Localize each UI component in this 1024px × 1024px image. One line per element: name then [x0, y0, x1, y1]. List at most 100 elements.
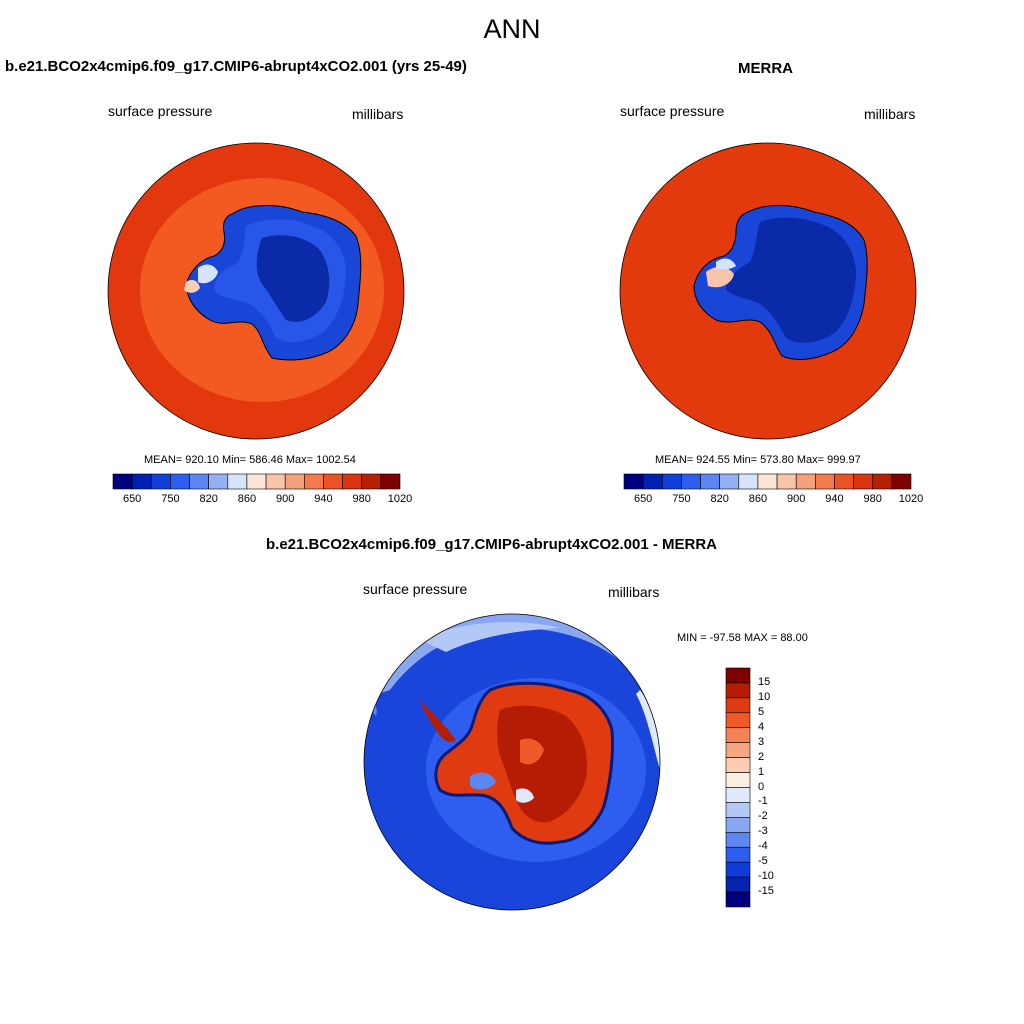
panel-3-colorbar-tick-label: -4 [758, 840, 768, 853]
panel-2-colorbar-box [738, 473, 759, 490]
panel-3-colorbar-tick-label: 4 [758, 720, 765, 733]
panel-3-colorbar-tick-label: 1 [758, 765, 765, 778]
panel-2-colorbar-tick-label: 980 [863, 493, 882, 505]
panel-2-colorbar-box [661, 473, 682, 490]
panel-2-colorbar-tick-label: 940 [825, 493, 844, 505]
panel-1-units-label: millibars [352, 106, 404, 122]
panel-1-colorbar-box [170, 473, 190, 490]
panel-3-colorbar-box [725, 727, 751, 743]
panel-1-colorbar-tick-label: 980 [352, 493, 371, 505]
panel-3-colorbar-box [725, 712, 751, 729]
panel-2-colorbar-box [795, 473, 816, 490]
panel-3-units-label: millibars [608, 584, 660, 600]
panel-3-colorbar-box [725, 787, 751, 803]
panel-1-colorbar-tick-label: 940 [314, 493, 333, 505]
figure-title: ANN [483, 14, 541, 44]
panel-3-title: b.e21.BCO2x4cmip6.f09_g17.CMIP6-abrupt4x… [266, 536, 717, 553]
panel-2-colorbar-box [891, 473, 912, 490]
panel-2-colorbar-box [719, 473, 740, 490]
panel-1-colorbar-box [342, 473, 363, 490]
panel-3-colorbar-tick-label: -5 [758, 855, 768, 868]
panel-3-colorbar-box [725, 757, 751, 773]
panel-3-variable-label: surface pressure [363, 581, 468, 597]
panel-2-units-label: millibars [864, 106, 916, 122]
panel-3-colorbar-box [725, 802, 751, 818]
panel-2-colorbar-box [853, 473, 874, 490]
panel-3-colorbar-tick-label: -15 [758, 885, 774, 898]
panel-3-colorbar-tick-label: 15 [758, 675, 771, 688]
panel-2-colorbar-box [700, 473, 720, 490]
panel-2-colorbar-box [815, 473, 835, 490]
panel-3-stats: MIN = -97.58 MAX = 88.00 [677, 632, 808, 644]
panel-1-colorbar-box [284, 473, 305, 490]
panel-3-colorbar-tick-label: -10 [758, 870, 774, 883]
panel-3-colorbar-tick-label: 0 [758, 780, 765, 793]
panel-1-map [108, 143, 404, 439]
panel-1-colorbar-box [208, 473, 229, 490]
panel-1-colorbar-box [265, 473, 286, 490]
panel-2-colorbar-box [872, 473, 893, 490]
panel-3-colorbar-box [725, 876, 751, 893]
panel-2-colorbar-box [642, 473, 663, 490]
panel-1-colorbar-tick-label: 860 [237, 493, 257, 505]
panel-3-map-border [363, 613, 661, 911]
panel-1-colorbar-tick-label: 1020 [387, 493, 413, 505]
panel-2-colorbar-tick-label: 820 [710, 493, 729, 505]
panel-2-stats: MEAN= 924.55 Min= 573.80 Max= 999.97 [655, 454, 861, 466]
panel-1-stats: MEAN= 920.10 Min= 586.46 Max= 1002.54 [144, 454, 356, 466]
panel-1-colorbar-box [112, 473, 133, 490]
panel-3-colorbar [725, 667, 751, 908]
panel-3-colorbar-box [725, 742, 751, 758]
panel-1-colorbar-box [246, 473, 267, 490]
panel-2-map-border [619, 142, 917, 440]
panel-3-colorbar-tick-label: 2 [758, 750, 765, 763]
panel-3-colorbar-tick-label: -2 [758, 810, 768, 823]
panel-3-colorbar-box [725, 891, 751, 908]
panel-1-title: b.e21.BCO2x4cmip6.f09_g17.CMIP6-abrupt4x… [5, 58, 467, 75]
panel-3-colorbar-box [725, 682, 751, 699]
panel-1-colorbar-box [323, 473, 343, 490]
panel-1-colorbar-box [361, 473, 382, 490]
panel-3-colorbar-box [725, 846, 751, 863]
panel-3-colorbar-box [725, 697, 751, 714]
panel-2-colorbar-tick-label: 1020 [898, 493, 924, 505]
panel-2-colorbar-box [623, 473, 644, 490]
panel-1-colorbar-tick-label: 900 [276, 493, 295, 505]
panel-2-colorbar-box [757, 473, 778, 490]
panel-3-colorbar-box [725, 667, 751, 684]
panel-2-colorbar-box [834, 473, 854, 490]
panel-2-variable-label: surface pressure [620, 103, 725, 119]
panel-2-colorbar-box [776, 473, 797, 490]
panel-2-colorbar [623, 473, 912, 490]
panel-3-colorbar-tick-label: 3 [758, 735, 765, 748]
panel-1-colorbar-box [227, 473, 248, 490]
panel-2-map [620, 143, 916, 439]
panel-2-colorbar-box [681, 473, 701, 490]
panel-1-colorbar-box [380, 473, 401, 490]
panel-3-map [364, 614, 660, 910]
panel-1-colorbar-box [304, 473, 324, 490]
panel-1-colorbar [112, 473, 401, 490]
panel-1-colorbar-box [150, 473, 171, 490]
panel-3-colorbar-box [725, 817, 751, 833]
panel-2-colorbar-tick-label: 650 [633, 493, 653, 505]
panel-1-map-border [107, 142, 405, 440]
panel-3-colorbar-tick-label: 10 [758, 690, 771, 703]
panel-1-colorbar-tick-label: 750 [161, 493, 180, 505]
panel-3-colorbar-box [725, 861, 751, 878]
panel-1-variable-label: surface pressure [108, 103, 213, 119]
panel-1-colorbar-tick-label: 650 [122, 493, 142, 505]
panel-2-colorbar-tick-label: 900 [787, 493, 806, 505]
panel-2-colorbar-tick-label: 750 [672, 493, 691, 505]
panel-3-colorbar-box [725, 772, 751, 788]
panel-2-colorbar-tick-label: 860 [748, 493, 768, 505]
panel-3-colorbar-tick-label: 5 [758, 705, 765, 718]
panel-1-colorbar-box [131, 473, 152, 490]
panel-3-colorbar-tick-label: -3 [758, 825, 768, 838]
panel-2-title: MERRA [738, 60, 793, 77]
panel-1-colorbar-box [189, 473, 209, 490]
panel-3-colorbar-box [725, 832, 751, 848]
panel-3-colorbar-tick-label: -1 [758, 795, 768, 808]
panel-1-colorbar-tick-label: 820 [199, 493, 218, 505]
